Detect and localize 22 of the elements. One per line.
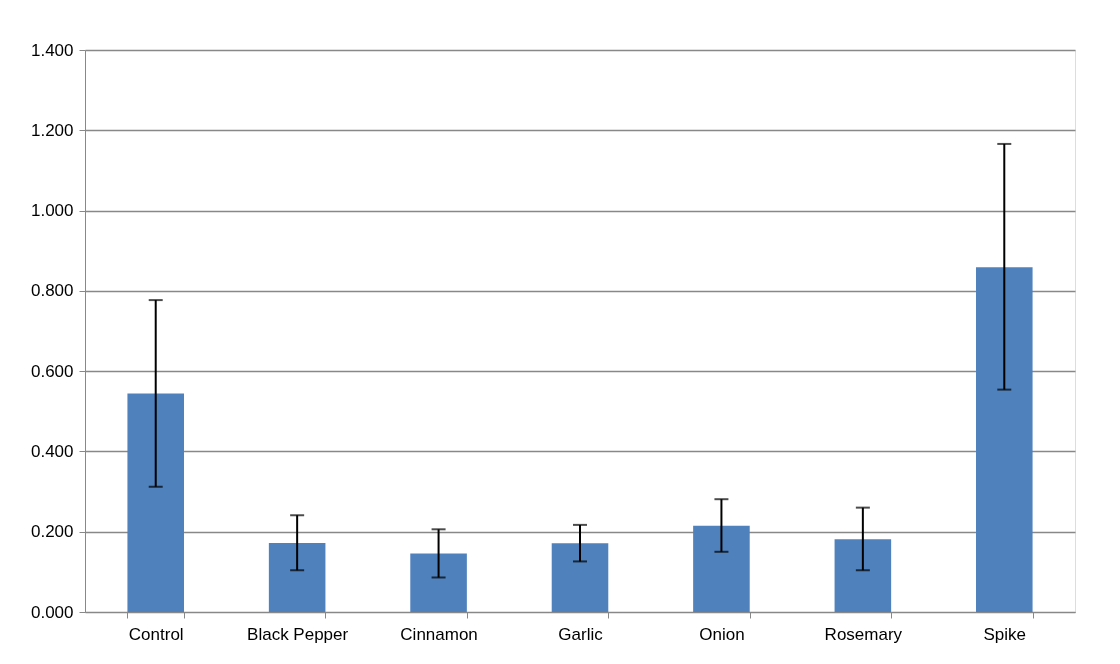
y-tick-label: 0.800	[30, 281, 74, 301]
x-tick-label: Rosemary	[824, 624, 903, 644]
bar	[268, 542, 326, 612]
x-tick-label: Black Pepper	[247, 624, 349, 644]
y-tick-label: 1.000	[30, 201, 74, 221]
x-tick-label: Spike	[983, 624, 1027, 644]
bar	[693, 525, 750, 612]
x-tick-label: Onion	[699, 624, 745, 644]
bar	[410, 553, 467, 612]
y-tick-label: 0.200	[30, 522, 74, 542]
bar	[127, 393, 184, 612]
x-tick-label: Control	[128, 624, 184, 644]
bar	[834, 539, 892, 612]
x-tick-label: Garlic	[558, 624, 604, 644]
y-tick-label: 0.000	[30, 602, 74, 622]
y-tick-label: 0.400	[30, 441, 74, 461]
y-tick-label: 1.400	[30, 40, 74, 60]
y-tick-label: 1.200	[30, 120, 74, 140]
x-tick-label: Cinnamon	[400, 624, 478, 644]
bar	[976, 267, 1033, 612]
y-tick-label: 0.600	[30, 361, 74, 381]
bar	[551, 543, 609, 612]
